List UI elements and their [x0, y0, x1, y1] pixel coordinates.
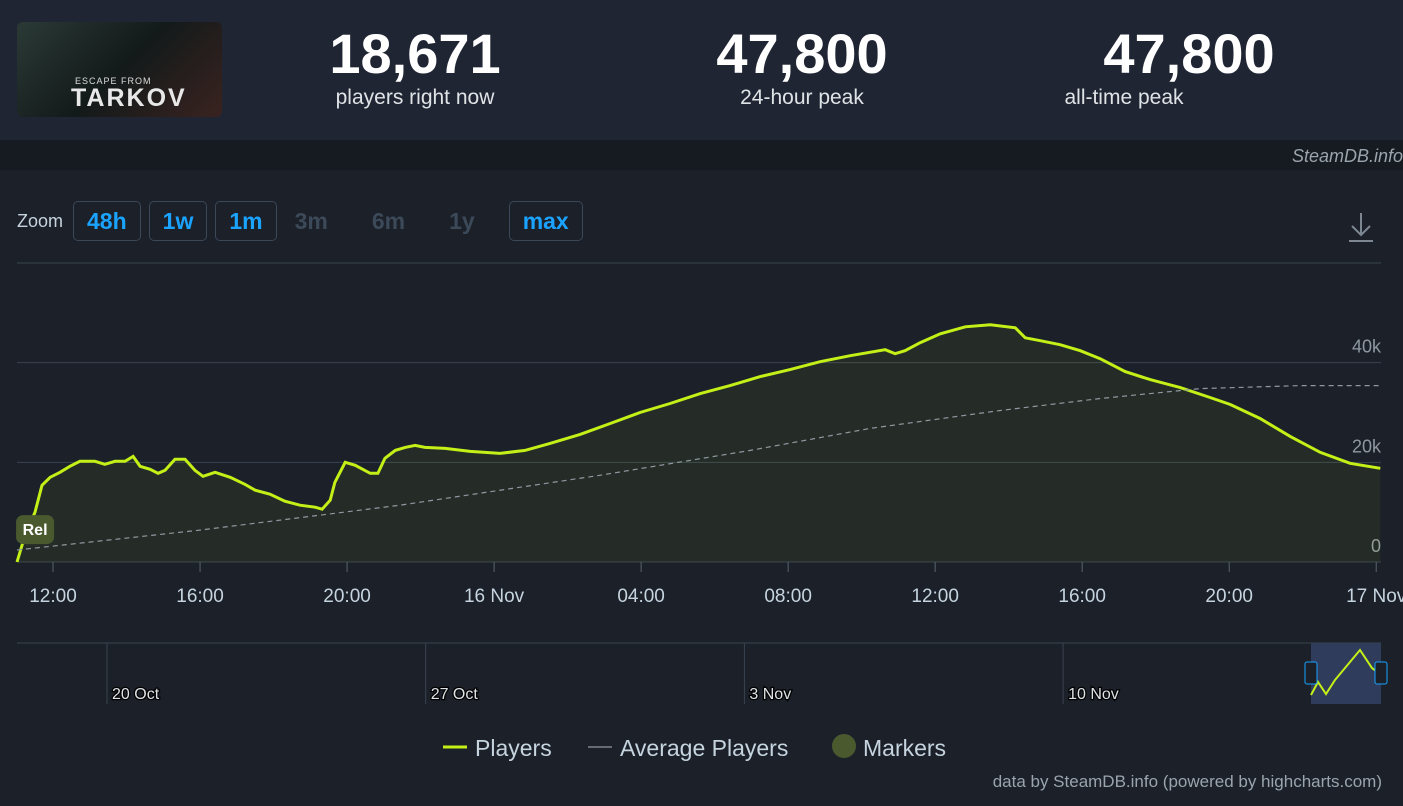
x-tick-label: 16:00	[176, 586, 224, 607]
header: ESCAPE FROM TARKOV 18,671 players right n…	[0, 0, 1403, 140]
y-tick-label: 0	[1371, 536, 1381, 556]
logo-text: TARKOV	[71, 84, 187, 112]
x-tick-label: 12:00	[911, 586, 959, 607]
y-tick-label: 20k	[1352, 436, 1382, 456]
x-tick-label: 20:00	[323, 586, 371, 607]
stat-label: 24-hour peak	[740, 86, 864, 109]
x-tick-label: 04:00	[617, 586, 665, 607]
x-tick-label: 16 Nov	[464, 586, 525, 607]
stat-value: 18,671	[329, 22, 501, 85]
navigator-selection[interactable]	[1311, 643, 1381, 704]
stat: 47,800 24-hour peak	[642, 22, 962, 110]
legend-symbol	[832, 734, 856, 758]
legend-label[interactable]: Markers	[863, 735, 946, 761]
area-fill	[17, 324, 1381, 562]
credit[interactable]: data by SteamDB.info (powered by highcha…	[992, 772, 1382, 791]
stat: 18,671 players right now	[255, 22, 575, 110]
game-logo[interactable]: ESCAPE FROM TARKOV	[17, 22, 222, 117]
navigator-label: 20 Oct	[112, 686, 160, 703]
marker-label: Rel	[23, 522, 48, 539]
zoom-button[interactable]: 1m	[215, 201, 277, 241]
stat: 47,800 all-time peak	[1029, 22, 1349, 110]
x-tick-label: 17 Nov	[1346, 586, 1403, 607]
marker	[16, 515, 55, 545]
stat-value: 47,800	[1103, 22, 1275, 85]
navigator-handle[interactable]	[1304, 661, 1318, 685]
x-tick-label: 08:00	[764, 586, 812, 607]
zoom-button[interactable]: 48h	[73, 201, 141, 241]
download-icon[interactable]	[1349, 213, 1373, 242]
x-tick-label: 16:00	[1058, 586, 1106, 607]
navigator-line	[1310, 648, 1382, 696]
navigator-handle[interactable]	[1374, 661, 1388, 685]
zoom-button[interactable]: 1w	[148, 201, 208, 241]
zoom-label: Zoom	[17, 210, 64, 231]
stat-value: 47,800	[716, 22, 888, 85]
navigator-label: 3 Nov	[749, 686, 791, 703]
x-tick-label: 20:00	[1205, 586, 1253, 607]
zoom-button: 1y	[449, 207, 475, 234]
legend-label[interactable]: Average Players	[620, 735, 788, 761]
stat-label: all-time peak	[1064, 86, 1184, 109]
zoom-button: 6m	[371, 207, 406, 234]
series-line	[15, 323, 1381, 563]
zoom-button[interactable]: max	[508, 201, 583, 241]
source[interactable]: SteamDB.info	[1291, 146, 1403, 166]
navigator	[17, 643, 1381, 704]
y-tick-label: 40k	[1352, 337, 1382, 357]
x-tick-label: 12:00	[29, 586, 77, 607]
zoom-bar: Zoom 48h 1w 1m 3m 6m 1y max	[17, 201, 583, 241]
legend-label[interactable]: Players	[475, 735, 552, 761]
series-line	[16, 385, 1381, 551]
source-strip: SteamDB.info	[0, 140, 1403, 170]
stat-label: players right now	[335, 86, 495, 109]
navigator-label: 10 Nov	[1068, 686, 1119, 703]
logo-text: ESCAPE FROM	[75, 76, 152, 86]
zoom-button: 3m	[294, 207, 328, 234]
navigator-label: 27 Oct	[431, 686, 479, 703]
